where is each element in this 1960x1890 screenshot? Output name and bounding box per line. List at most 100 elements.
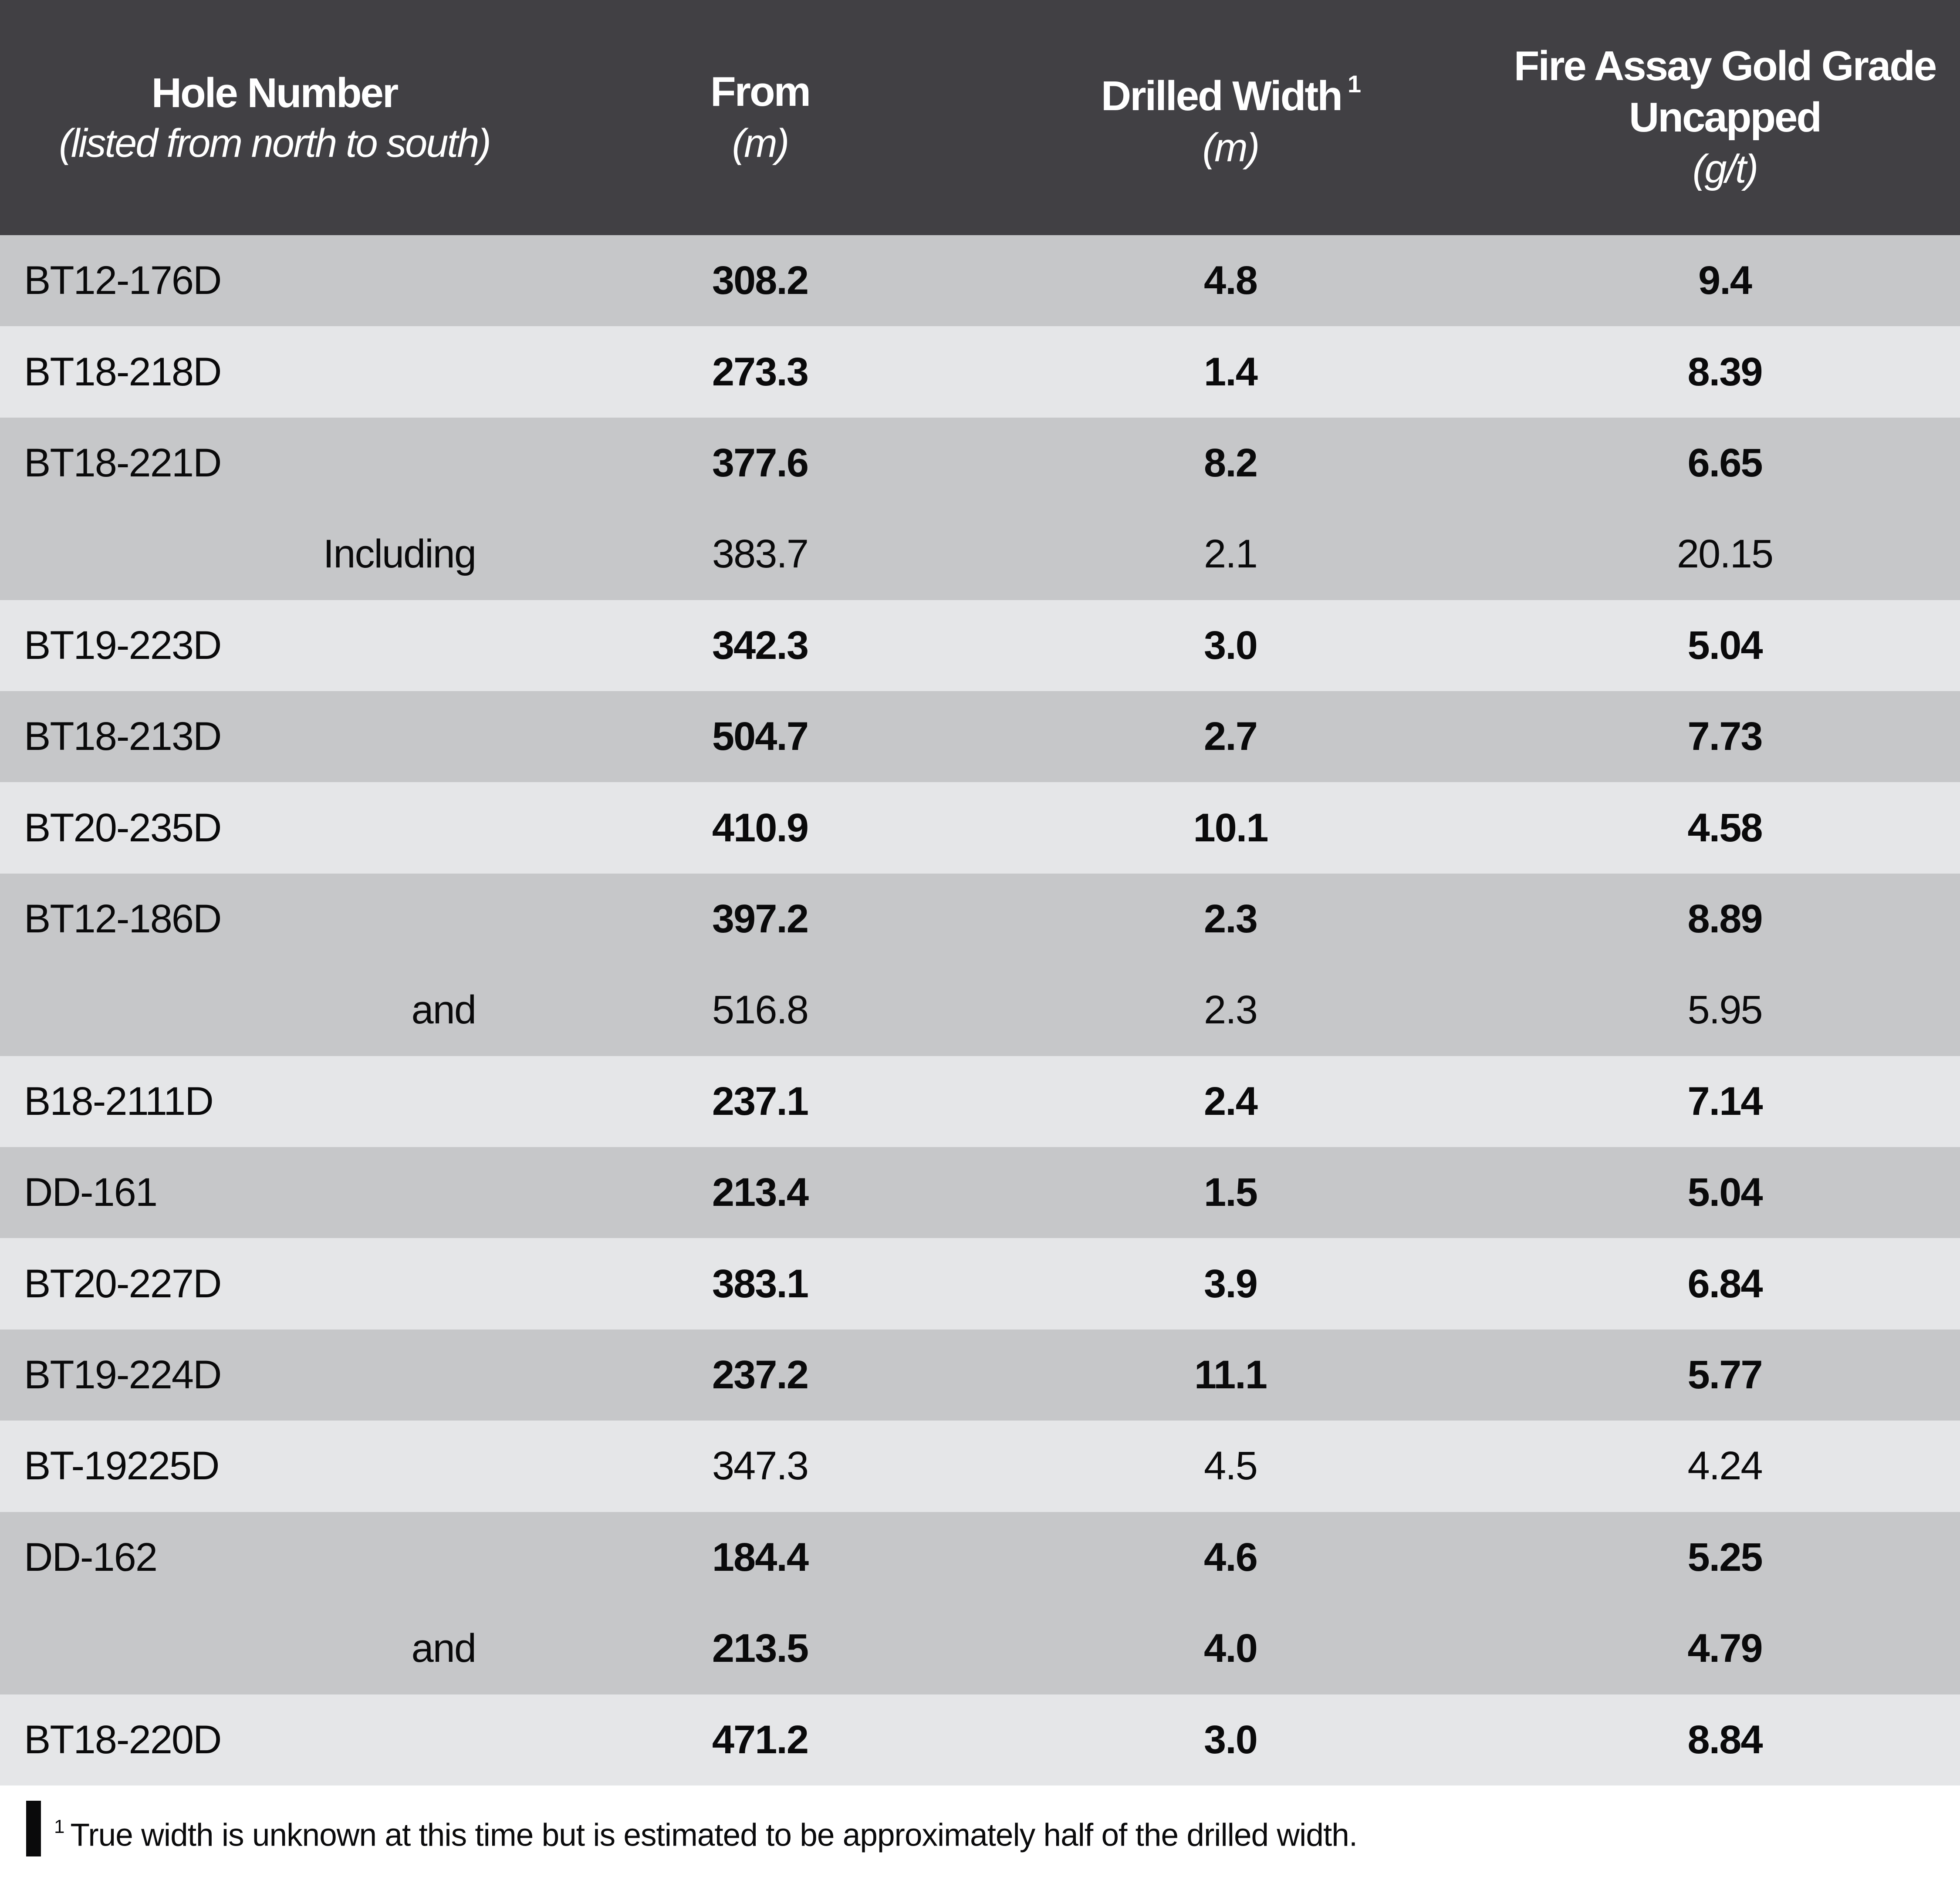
header-from: From (m)	[549, 0, 971, 235]
table-row: and 213.5 4.0 4.79	[0, 1603, 1960, 1694]
from-cell: 516.8	[712, 988, 809, 1033]
from-cell: 342.3	[712, 623, 809, 668]
header-gold-grade-title: Fire Assay Gold Grade Uncapped	[1514, 43, 1937, 141]
from-cell: 213.5	[712, 1626, 809, 1671]
drilled-width-cell: 2.3	[1204, 988, 1258, 1033]
from-cell: 237.2	[712, 1353, 809, 1397]
table-row: BT-19225D 347.3 4.5 4.24	[0, 1421, 1960, 1512]
table-row: BT18-221D 377.6 8.2 6.65	[0, 417, 1960, 509]
from-cell: 504.7	[712, 714, 809, 759]
drilled-width-cell: 11.1	[1194, 1353, 1267, 1397]
table-row: BT18-220D 471.2 3.0 8.84	[0, 1694, 1960, 1785]
table-row: Including 383.7 2.1 20.15	[0, 509, 1960, 600]
drilled-width-cell: 4.6	[1204, 1535, 1258, 1580]
footnote-superscript: 1	[54, 1816, 65, 1837]
hole-number-cell: and	[411, 988, 477, 1033]
hole-number-cell: Including	[323, 532, 476, 577]
header-drilled-width-title: Drilled Width 1	[1101, 70, 1361, 119]
gold-grade-cell: 6.65	[1687, 441, 1763, 486]
drilled-width-cell: 2.3	[1204, 897, 1258, 942]
drilled-width-cell: 4.8	[1204, 258, 1258, 303]
footnote-text: 1 True width is unknown at this time but …	[54, 1801, 1358, 1863]
gold-grade-cell: 5.25	[1687, 1535, 1763, 1580]
table-row: DD-162 184.4 4.6 5.25	[0, 1512, 1960, 1603]
gold-grade-cell: 20.15	[1676, 532, 1774, 577]
gold-grade-cell: 8.84	[1687, 1717, 1763, 1762]
header-hole-number: Hole Number (listed from north to south)	[0, 0, 549, 235]
from-cell: 383.7	[712, 532, 809, 577]
hole-number-cell: B18-2111D	[24, 1079, 214, 1124]
table-row: BT20-227D 383.1 3.9 6.84	[0, 1238, 1960, 1330]
table-row: BT20-235D 410.9 10.1 4.58	[0, 782, 1960, 874]
gold-grade-cell: 5.04	[1687, 623, 1763, 668]
gold-grade-cell: 5.95	[1687, 988, 1763, 1033]
table-row: BT18-213D 504.7 2.7 7.73	[0, 691, 1960, 783]
table-body: BT12-176D 308.2 4.8 9.4 BT18-218D 273.3 …	[0, 235, 1960, 1785]
from-cell: 184.4	[712, 1535, 809, 1580]
gold-grade-cell: 4.79	[1687, 1626, 1763, 1671]
header-gold-grade: Fire Assay Gold Grade Uncapped (g/t)	[1490, 0, 1960, 235]
from-cell: 308.2	[712, 258, 809, 303]
footnote-marker: 1	[1347, 70, 1361, 98]
drilled-width-cell: 3.0	[1204, 623, 1258, 668]
gold-grade-cell: 5.77	[1687, 1353, 1763, 1397]
header-drilled-width: Drilled Width 1 (m)	[971, 0, 1490, 235]
from-cell: 377.6	[712, 441, 809, 486]
from-cell: 397.2	[712, 897, 809, 942]
hole-number-cell: and	[411, 1626, 477, 1671]
hole-number-cell: BT20-227D	[24, 1261, 222, 1306]
footnote-body: True width is unknown at this time but i…	[70, 1817, 1358, 1853]
gold-grade-cell: 4.58	[1687, 805, 1763, 850]
table-row: BT19-224D 237.2 11.1 5.77	[0, 1329, 1960, 1421]
hole-number-cell: BT20-235D	[24, 805, 222, 850]
hole-number-cell: BT-19225D	[24, 1444, 220, 1488]
hole-number-cell: BT18-220D	[24, 1717, 222, 1762]
gold-grade-cell: 8.89	[1687, 897, 1763, 942]
gold-grade-cell: 8.39	[1687, 349, 1763, 394]
header-drilled-width-unit: (m)	[1202, 125, 1260, 170]
table-row: BT19-223D 342.3 3.0 5.04	[0, 600, 1960, 692]
table-row: BT12-186D 397.2 2.3 8.89	[0, 873, 1960, 965]
hole-number-cell: BT19-223D	[24, 623, 222, 668]
from-cell: 471.2	[712, 1717, 809, 1762]
from-cell: 383.1	[712, 1261, 809, 1306]
footnote-bar	[26, 1801, 41, 1856]
drilled-width-cell: 4.0	[1204, 1626, 1258, 1671]
drilled-width-cell: 2.4	[1204, 1079, 1258, 1124]
gold-grade-cell: 6.84	[1687, 1261, 1763, 1306]
from-cell: 213.4	[712, 1170, 809, 1215]
hole-number-cell: BT12-176D	[24, 258, 222, 303]
gold-grade-cell: 5.04	[1687, 1170, 1763, 1215]
gold-grade-cell: 9.4	[1698, 258, 1752, 303]
from-cell: 347.3	[712, 1444, 809, 1488]
from-cell: 410.9	[712, 805, 809, 850]
drilled-width-cell: 3.0	[1204, 1717, 1258, 1762]
table-row: and 516.8 2.3 5.95	[0, 965, 1960, 1056]
header-hole-number-title: Hole Number	[151, 70, 399, 116]
header-from-unit: (m)	[732, 121, 790, 165]
gold-grade-cell: 4.24	[1687, 1444, 1763, 1488]
header-from-title: From	[710, 68, 811, 115]
drilled-width-cell: 4.5	[1204, 1444, 1258, 1488]
drilled-width-cell: 1.5	[1204, 1170, 1258, 1215]
table-header: Hole Number (listed from north to south)…	[0, 0, 1960, 235]
table-row: BT12-176D 308.2 4.8 9.4	[0, 235, 1960, 327]
drilled-width-cell: 10.1	[1193, 805, 1268, 850]
hole-number-cell: DD-162	[24, 1535, 158, 1580]
drilled-width-cell: 8.2	[1204, 441, 1258, 486]
gold-grade-cell: 7.73	[1687, 714, 1763, 759]
hole-number-cell: BT18-218D	[24, 349, 222, 394]
hole-number-cell: DD-161	[24, 1170, 158, 1215]
header-hole-number-subtitle: (listed from north to south)	[59, 121, 491, 165]
drilled-width-cell: 2.7	[1204, 714, 1258, 759]
hole-number-cell: BT12-186D	[24, 897, 222, 942]
gold-grade-cell: 7.14	[1687, 1079, 1763, 1124]
from-cell: 273.3	[712, 349, 809, 394]
drilled-width-cell: 3.9	[1204, 1261, 1258, 1306]
table-row: B18-2111D 237.1 2.4 7.14	[0, 1056, 1960, 1148]
header-gold-grade-unit: (g/t)	[1692, 147, 1759, 191]
table-row: DD-161 213.4 1.5 5.04	[0, 1147, 1960, 1239]
footnote: 1 True width is unknown at this time but …	[0, 1785, 1960, 1890]
drilled-width-cell: 1.4	[1204, 349, 1258, 394]
